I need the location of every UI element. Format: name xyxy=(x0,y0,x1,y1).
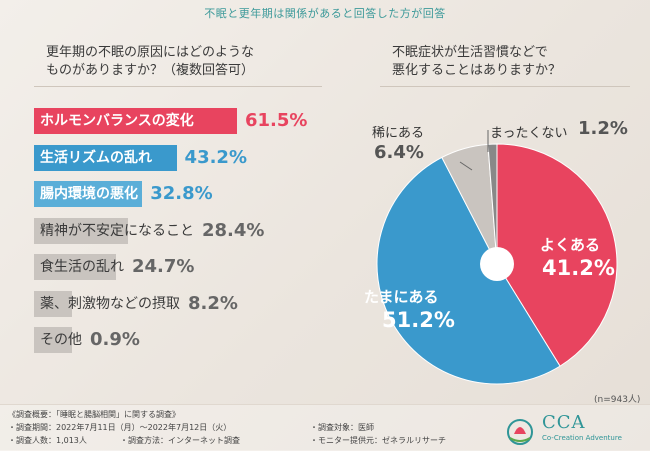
bar-category-label: 生活リズムの乱れ xyxy=(40,149,152,166)
pie-slice-often xyxy=(496,143,618,367)
bar-question-line2: ものがありますか？（複数回答可） xyxy=(46,63,255,78)
pie-chart: 稀にある 6.4% まったくない 1.2% よくある 41.2% たまにある 5… xyxy=(360,110,650,390)
pie-label-never: まったくない xyxy=(490,126,568,141)
pie-svg xyxy=(376,130,618,385)
bar-value-label: 24.7% xyxy=(132,256,195,277)
pie-label-sometimes: たまにある xyxy=(364,288,439,306)
bar-category-label: 食生活の乱れ xyxy=(40,259,124,275)
pie-value-sometimes: 51.2% xyxy=(382,308,455,332)
bar-value-label: 32.8% xyxy=(150,183,213,204)
pie-label-often: よくある xyxy=(540,236,601,254)
footer-provider: ・モニター提供元：ゼネラルリサーチ xyxy=(310,436,446,445)
bar-chart-question: 更年期の不眠の原因にはどのような ものがありますか？（複数回答可） xyxy=(46,44,326,80)
bar-category-label: 腸内環境の悪化 xyxy=(40,186,138,202)
pie-question-line2: 悪化することはありますか？ xyxy=(392,63,562,78)
bar-row: 精神が不安定になること 28.4% xyxy=(34,217,334,244)
bar xyxy=(34,181,143,207)
footer: 《調査概要：「睡眠と腸脳相関」に関する調査》 ・調査期間：2022年7月11日（… xyxy=(0,404,650,451)
leader-line-rarely xyxy=(459,161,473,171)
pie-center-hole xyxy=(480,247,514,281)
bar-category-label: 薬、刺激物などの摂取 xyxy=(40,295,180,312)
bar xyxy=(34,108,237,134)
pie-slice-sometimes xyxy=(376,156,561,385)
bar-category-label: 精神が不安定になること xyxy=(40,222,194,239)
bar-value-label: 28.4% xyxy=(202,219,265,241)
bar-value-label: 8.2% xyxy=(188,292,238,314)
pie-title-underline xyxy=(380,86,630,87)
bar-row: 生活リズムの乱れ 43.2% xyxy=(34,144,334,171)
bar xyxy=(34,254,116,280)
chart-header: 不眠と更年期は関係があると回答した方が回答 xyxy=(204,7,446,20)
footer-count: ・調査人数：1,013人 xyxy=(8,436,87,445)
pie-chart-question: 不眠症状が生活習慣などで 悪化することはありますか？ xyxy=(392,44,632,80)
bar-row: その他 0.9% xyxy=(34,327,334,353)
bar-value-label: 61.5% xyxy=(244,110,308,131)
footer-summary: 《調査概要：「睡眠と腸脳相関」に関する調査》 xyxy=(8,410,180,419)
pie-question-line1: 不眠症状が生活習慣などで xyxy=(392,45,548,60)
bar-row: 薬、刺激物などの摂取 8.2% xyxy=(34,290,334,317)
pie-value-never: 1.2% xyxy=(578,118,628,139)
sample-size-label: (n=943人) xyxy=(594,395,641,405)
footer-period: ・調査期間：2022年7月11日（月）～2022年7月12日（火） xyxy=(8,423,232,432)
pie-value-rarely: 6.4% xyxy=(374,142,424,163)
bar-category-label: ホルモンバランスの変化 xyxy=(40,113,194,129)
bar-row: ホルモンバランスの変化 61.5% xyxy=(34,108,334,134)
bar-category-label: その他 xyxy=(40,332,82,348)
bar-value-label: 0.9% xyxy=(90,329,140,350)
pie-label-rarely: 稀にある xyxy=(372,126,425,141)
bar-question-line1: 更年期の不眠の原因にはどのような xyxy=(46,45,255,60)
footer-method: ・調査方法：インターネット調査 xyxy=(120,436,240,445)
logo-name: CCA xyxy=(542,412,586,433)
bar xyxy=(34,217,128,244)
bar xyxy=(34,290,72,317)
bar xyxy=(34,144,177,171)
bar-value-label: 43.2% xyxy=(184,146,247,168)
bar xyxy=(34,327,72,353)
bar-chart: ホルモンバランスの変化 61.5% 生活リズムの乱れ 43.2% 腸内環境の悪化 32.8… xyxy=(34,108,334,364)
footer-target: ・調査対象：医師 xyxy=(310,423,374,432)
bar-row: 食生活の乱れ 24.7% xyxy=(34,254,334,280)
bar-row: 腸内環境の悪化 32.8% xyxy=(34,181,334,207)
pie-value-often: 41.2% xyxy=(542,256,615,280)
bar-title-underline xyxy=(34,86,322,87)
logo-subtitle: Co-Creation Adventure xyxy=(542,434,622,442)
cca-logo-icon xyxy=(507,419,533,445)
